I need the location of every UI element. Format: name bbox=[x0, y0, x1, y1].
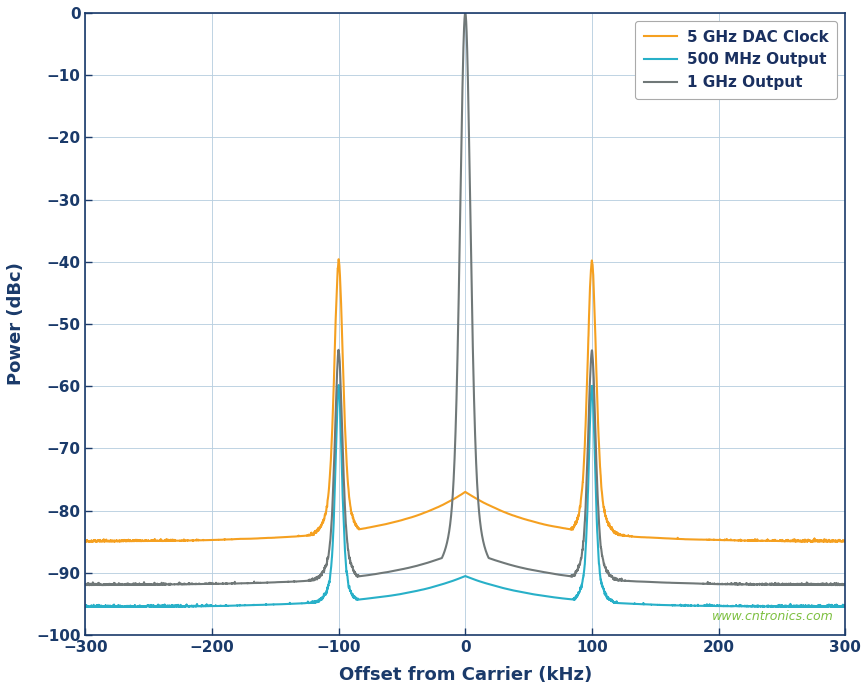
500 MHz Output bbox=[355, 595, 365, 603]
5 GHz DAC Clock bbox=[355, 525, 365, 533]
1 GHz Output bbox=[643, 578, 654, 586]
500 MHz Output bbox=[684, 601, 694, 609]
X-axis label: Offset from Carrier (kHz): Offset from Carrier (kHz) bbox=[339, 666, 592, 684]
1 GHz Output bbox=[840, 580, 851, 588]
500 MHz Output bbox=[80, 603, 90, 611]
1 GHz Output bbox=[355, 572, 365, 580]
1 GHz Output bbox=[529, 567, 540, 575]
500 MHz Output bbox=[837, 603, 847, 611]
5 GHz DAC Clock bbox=[684, 536, 694, 544]
1 GHz Output bbox=[118, 580, 128, 589]
1 GHz Output bbox=[460, 9, 470, 17]
Line: 500 MHz Output: 500 MHz Output bbox=[85, 385, 845, 607]
5 GHz DAC Clock bbox=[333, 255, 344, 263]
Y-axis label: Power (dBc): Power (dBc) bbox=[7, 263, 25, 386]
1 GHz Output bbox=[563, 572, 574, 580]
Legend: 5 GHz DAC Clock, 500 MHz Output, 1 GHz Output: 5 GHz DAC Clock, 500 MHz Output, 1 GHz O… bbox=[635, 21, 838, 100]
500 MHz Output bbox=[118, 603, 128, 611]
500 MHz Output bbox=[840, 603, 851, 611]
5 GHz DAC Clock bbox=[118, 537, 128, 545]
5 GHz DAC Clock bbox=[80, 538, 90, 546]
5 GHz DAC Clock bbox=[799, 538, 809, 546]
Line: 5 GHz DAC Clock: 5 GHz DAC Clock bbox=[85, 259, 845, 542]
500 MHz Output bbox=[563, 595, 574, 603]
Text: www.cntronics.com: www.cntronics.com bbox=[712, 609, 834, 623]
5 GHz DAC Clock bbox=[563, 524, 574, 533]
1 GHz Output bbox=[80, 580, 90, 589]
500 MHz Output bbox=[333, 381, 344, 389]
500 MHz Output bbox=[643, 600, 654, 609]
500 MHz Output bbox=[529, 590, 540, 598]
5 GHz DAC Clock bbox=[529, 518, 540, 527]
1 GHz Output bbox=[684, 579, 694, 587]
1 GHz Output bbox=[837, 581, 847, 589]
Line: 1 GHz Output: 1 GHz Output bbox=[85, 13, 845, 585]
5 GHz DAC Clock bbox=[840, 537, 851, 545]
5 GHz DAC Clock bbox=[643, 533, 654, 542]
